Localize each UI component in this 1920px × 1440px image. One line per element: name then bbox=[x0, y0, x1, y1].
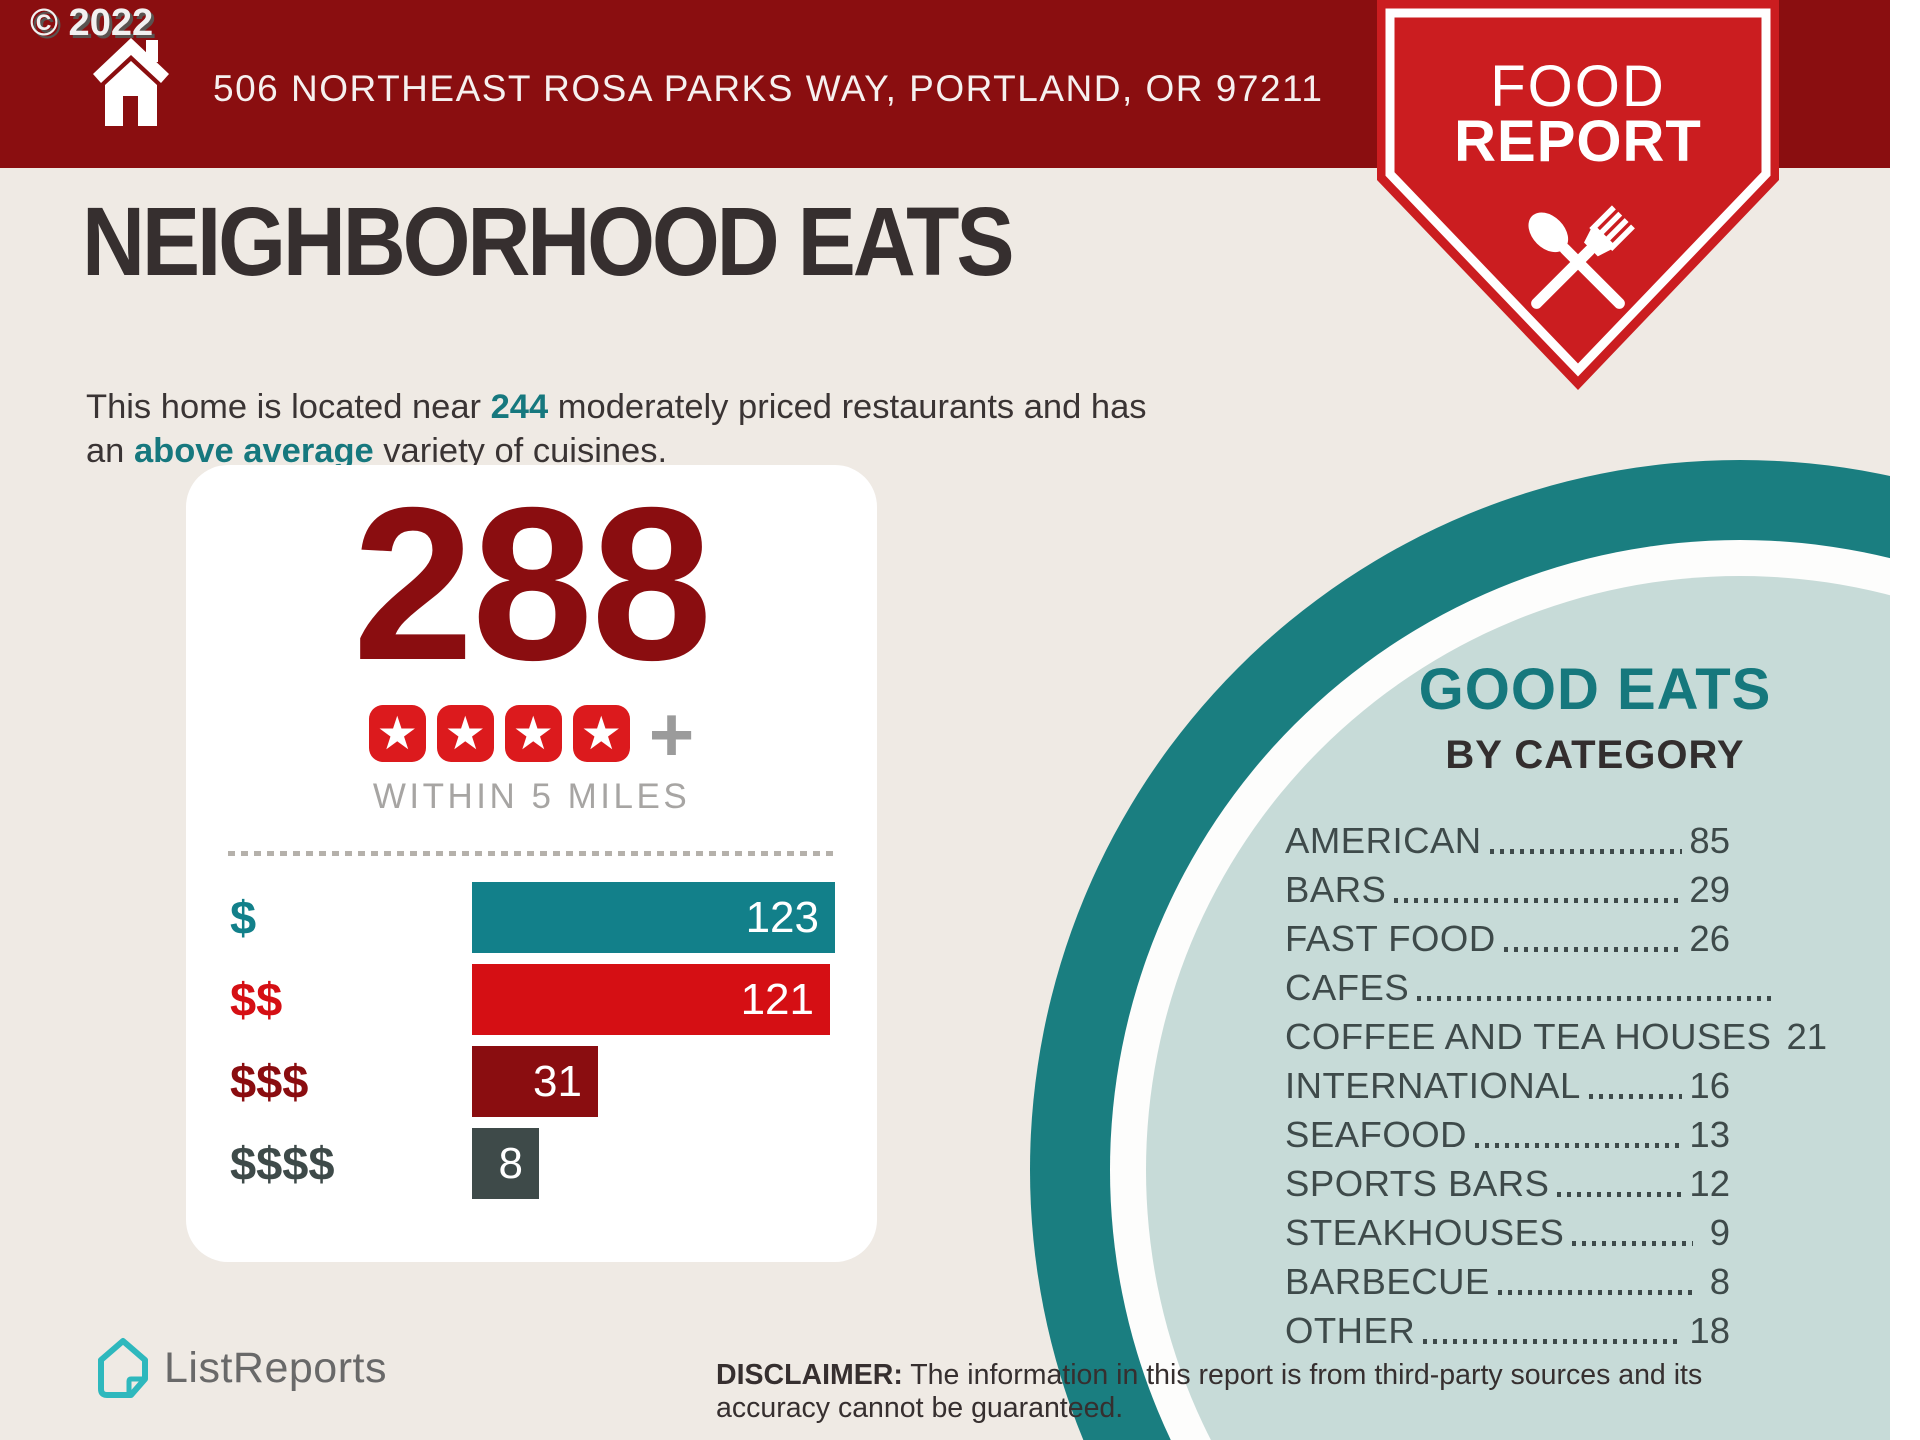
category-row: SPORTS BARS 12 bbox=[1285, 1157, 1730, 1206]
dot-leader bbox=[1503, 947, 1683, 952]
category-value: 21 bbox=[1786, 1016, 1828, 1057]
category-value: 8 bbox=[1709, 1261, 1730, 1302]
category-row: FAST FOOD 26 bbox=[1285, 912, 1730, 961]
ribbon-line1: FOOD bbox=[1490, 54, 1666, 119]
price-tier-bar: 8 bbox=[472, 1128, 539, 1199]
category-label: INTERNATIONAL bbox=[1285, 1065, 1581, 1106]
category-value: 29 bbox=[1689, 869, 1730, 910]
dot-leader bbox=[1497, 1290, 1693, 1295]
star-glyph: ★ bbox=[512, 707, 554, 759]
restaurant-count: 288 bbox=[352, 463, 713, 706]
intro-segment: This home is located near bbox=[86, 387, 491, 426]
star-icon: ★ bbox=[436, 705, 494, 762]
dot-leader bbox=[1474, 1143, 1683, 1148]
category-value: 16 bbox=[1689, 1065, 1730, 1106]
category-label: BARS bbox=[1285, 869, 1387, 910]
good-eats-heading: GOOD EATS BY CATEGORY bbox=[1320, 656, 1870, 778]
dot-leader bbox=[1489, 849, 1683, 854]
category-value: 26 bbox=[1689, 918, 1730, 959]
bar-row: $$ 121 bbox=[186, 964, 877, 1035]
category-row: BARBECUE 8 bbox=[1285, 1255, 1730, 1304]
category-row: INTERNATIONAL 16 bbox=[1285, 1059, 1730, 1108]
listreports-house-icon bbox=[98, 1338, 148, 1398]
page-title: NEIGHBORHOOD EATS bbox=[82, 187, 1015, 296]
dot-leader bbox=[1588, 1094, 1683, 1099]
intro-accent: 244 bbox=[490, 387, 549, 426]
category-label: OTHER bbox=[1285, 1310, 1416, 1351]
bar-row: $123 bbox=[186, 882, 877, 953]
dot-leader bbox=[1572, 1241, 1693, 1246]
intro-accent: above average bbox=[133, 431, 374, 470]
category-row: CAFES bbox=[1285, 961, 1782, 1010]
bar-row: $$$$ 8 bbox=[186, 1128, 877, 1199]
dot-leader bbox=[1423, 1339, 1683, 1344]
category-row: OTHER 18 bbox=[1285, 1304, 1730, 1353]
category-label: AMERICAN bbox=[1285, 820, 1482, 861]
bar-value: 31 bbox=[533, 1057, 582, 1106]
category-row: STEAKHOUSES 9 bbox=[1285, 1206, 1730, 1255]
star-icon: ★ bbox=[504, 705, 562, 762]
price-tier-bar: 31 bbox=[472, 1046, 598, 1117]
dot-leader bbox=[1557, 1192, 1683, 1197]
disclaimer-line2: accuracy cannot be guaranteed. bbox=[716, 1392, 1124, 1424]
star-glyph: ★ bbox=[580, 707, 622, 759]
category-label: FAST FOOD bbox=[1285, 918, 1496, 959]
disclaimer-label: DISCLAIMER: bbox=[716, 1358, 903, 1391]
brand-name: ListReports bbox=[164, 1343, 387, 1392]
star-glyph: ★ bbox=[376, 707, 418, 759]
good-eats-subtitle: BY CATEGORY bbox=[1445, 733, 1745, 777]
dot-leader bbox=[1394, 898, 1683, 903]
category-value: 85 bbox=[1689, 820, 1730, 861]
property-address: 506 NORTHEAST ROSA PARKS WAY, PORTLAND, … bbox=[213, 68, 1324, 109]
dashed-divider bbox=[228, 851, 835, 856]
plus-icon: + bbox=[648, 689, 695, 778]
price-tier-label: $$$ bbox=[230, 1055, 309, 1108]
price-tier-label: $$$$ bbox=[230, 1137, 335, 1190]
star-icon: ★ bbox=[572, 705, 630, 762]
listreports-logo: ListReports bbox=[96, 1336, 387, 1400]
category-value: 18 bbox=[1689, 1310, 1730, 1351]
intro-segment: variety of cuisines. bbox=[373, 431, 668, 470]
star-icon: ★ bbox=[368, 705, 426, 762]
bar-value: 121 bbox=[740, 975, 814, 1024]
crossed-spoon-fork-icon bbox=[1528, 205, 1635, 309]
price-tier-label: $$ bbox=[230, 973, 283, 1026]
category-label: SEAFOOD bbox=[1285, 1114, 1467, 1155]
category-label: STEAKHOUSES bbox=[1285, 1212, 1565, 1253]
food-report-ribbon: FOOD REPORT bbox=[1377, 0, 1779, 390]
category-row: BARS 29 bbox=[1285, 863, 1730, 912]
radius-label: WITHIN 5 MILES bbox=[372, 777, 691, 816]
category-label: COFFEE AND TEA HOUSES bbox=[1285, 1016, 1772, 1057]
price-tier-bar: 123 bbox=[472, 882, 835, 953]
category-value: 12 bbox=[1689, 1163, 1730, 1204]
category-row: COFFEE AND TEA HOUSES 21 bbox=[1285, 1010, 1827, 1059]
bar-value: 123 bbox=[745, 893, 819, 942]
price-tier-bar: 121 bbox=[472, 964, 830, 1035]
bar-row: $$$ 31 bbox=[186, 1046, 877, 1117]
category-list: AMERICAN 85 BARS 29 FAST FOOD 26 CAFES COFFEE A… bbox=[1285, 814, 1827, 1353]
intro-segment: moderately priced restaurants and has an bbox=[86, 387, 1147, 470]
star-glyph: ★ bbox=[444, 707, 486, 759]
copyright-watermark: © 2022 bbox=[30, 2, 154, 44]
category-label: CAFES bbox=[1285, 967, 1410, 1008]
star-rating: ★ ★ ★ ★ + bbox=[186, 689, 877, 778]
good-eats-title: GOOD EATS bbox=[1418, 657, 1772, 722]
category-row: AMERICAN 85 bbox=[1285, 814, 1730, 863]
category-label: BARBECUE bbox=[1285, 1261, 1490, 1302]
category-row: SEAFOOD 13 bbox=[1285, 1108, 1730, 1157]
price-tier-label: $ bbox=[230, 891, 257, 944]
intro-text: This home is located near 244 moderately… bbox=[86, 385, 1166, 473]
bar-value: 8 bbox=[498, 1139, 523, 1188]
ribbon-line2: REPORT bbox=[1454, 109, 1702, 174]
disclaimer-text: DISCLAIMER: The information in this repo… bbox=[716, 1359, 1776, 1426]
dot-leader bbox=[1417, 996, 1775, 1001]
category-label: SPORTS BARS bbox=[1285, 1163, 1550, 1204]
category-value: 13 bbox=[1689, 1114, 1730, 1155]
restaurant-summary-card: 288 ★ ★ ★ ★ + WITHIN 5 MILES $123 $$ 121 $$$ 31 $… bbox=[186, 465, 877, 1262]
category-value: 9 bbox=[1709, 1212, 1730, 1253]
disclaimer-line1: The information in this report is from t… bbox=[902, 1358, 1703, 1391]
home-icon bbox=[93, 38, 169, 126]
